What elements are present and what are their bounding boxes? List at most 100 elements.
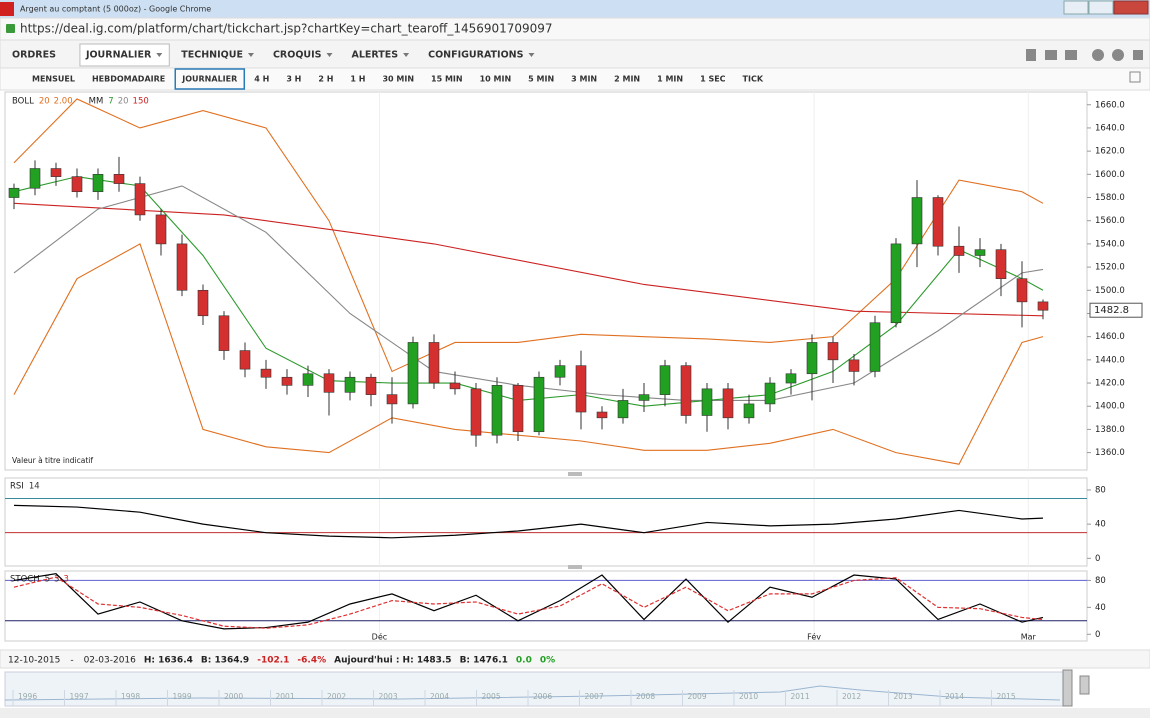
y-tick-label: 1400.0	[1095, 402, 1125, 412]
y-tick-label: 1560.0	[1095, 216, 1125, 226]
y-tick-label: 1600.0	[1095, 170, 1125, 180]
y-tick-label: 80	[1095, 576, 1106, 586]
y-tick-label: 1500.0	[1095, 286, 1125, 296]
menu-bar	[0, 40, 1150, 68]
splitter[interactable]	[568, 472, 582, 476]
legend-param: 2.00	[54, 97, 73, 107]
app-icon	[0, 2, 14, 16]
candle-body	[492, 385, 502, 435]
navigator-year: 2004	[430, 692, 449, 701]
x-tick-label: Déc	[372, 632, 387, 642]
layers-icon[interactable]	[1026, 49, 1036, 61]
y-tick-label: 1520.0	[1095, 263, 1125, 273]
candle-body	[933, 198, 943, 247]
scrollbar[interactable]	[0, 708, 1150, 718]
timeframe[interactable]: 2 H	[318, 75, 333, 84]
navigator-year: 2013	[894, 692, 913, 701]
candle-body	[198, 290, 208, 316]
menu-item[interactable]: JOURNALIER	[85, 50, 152, 61]
navigator-year: 2001	[276, 692, 295, 701]
timeframe[interactable]: JOURNALIER	[181, 75, 237, 84]
candle-body	[870, 323, 880, 372]
y-tick-label: 1420.0	[1095, 379, 1125, 389]
status-item: B: 1476.1	[460, 656, 508, 666]
candle-body	[681, 366, 691, 416]
status-item: H: 1636.4	[144, 656, 193, 666]
navigator-year: 1999	[173, 692, 192, 701]
candle-body	[282, 377, 292, 385]
y-tick-label: 80	[1095, 485, 1106, 495]
candle-body	[471, 389, 481, 435]
timeframe[interactable]: 3 MIN	[571, 75, 597, 84]
candle-body	[555, 366, 565, 378]
candle-body	[513, 385, 523, 431]
candle-body	[219, 316, 229, 351]
candle-body	[303, 374, 313, 386]
note: Valeur à titre indicatif	[12, 456, 93, 465]
candle-body	[912, 198, 922, 244]
candle-body	[93, 174, 103, 191]
status-item: 12-10-2015	[8, 656, 60, 666]
candle-body	[891, 244, 901, 323]
timeframe[interactable]: 10 MIN	[480, 75, 512, 84]
minimize-button[interactable]	[1064, 1, 1088, 14]
timeframe[interactable]: 1 MIN	[657, 75, 683, 84]
status-item: -	[70, 656, 73, 666]
legend-param: 20	[39, 97, 50, 107]
status-item: 0.0	[516, 656, 532, 666]
url[interactable]: https://deal.ig.com/platform/chart/tickc…	[20, 22, 553, 36]
candle-body	[765, 383, 775, 404]
timeframe[interactable]: MENSUEL	[32, 75, 75, 84]
panel-label: STOCH	[10, 575, 40, 585]
y-tick-label: 1660.0	[1095, 100, 1125, 110]
close-chart-icon[interactable]	[1133, 50, 1143, 60]
menu-item[interactable]: TECHNIQUE	[181, 50, 243, 61]
timeframe[interactable]: 1 H	[350, 75, 365, 84]
timeframe[interactable]: 4 H	[254, 75, 269, 84]
menu-item[interactable]: ORDRES	[12, 50, 56, 61]
candle-body	[1017, 279, 1027, 302]
navigator-year: 2006	[533, 692, 552, 701]
timeframe[interactable]: 3 H	[286, 75, 301, 84]
timeframe[interactable]: 15 MIN	[431, 75, 463, 84]
menu-item[interactable]: ALERTES	[351, 50, 398, 61]
candle-body	[177, 244, 187, 290]
navigator-handle[interactable]	[1063, 670, 1072, 706]
splitter[interactable]	[568, 565, 582, 569]
timeframe[interactable]: TICK	[743, 75, 764, 84]
image-icon[interactable]	[1045, 50, 1057, 60]
legend-param: 7	[108, 97, 113, 107]
candle-body	[828, 342, 838, 359]
panel-label: RSI	[10, 482, 24, 492]
lock-icon	[6, 24, 15, 33]
candle-body	[450, 383, 460, 389]
navigator-year: 2007	[585, 692, 604, 701]
menu-item[interactable]: CONFIGURATIONS	[428, 50, 524, 61]
navigator-handle[interactable]	[1080, 676, 1089, 694]
timeframe[interactable]: 30 MIN	[382, 75, 414, 84]
candle-body	[576, 366, 586, 412]
candle-body	[261, 369, 271, 377]
navigator-year: 2015	[997, 692, 1016, 701]
close-button[interactable]	[1114, 1, 1148, 14]
timeframe[interactable]: 1 SEC	[700, 75, 726, 84]
status-item: -102.1	[257, 656, 289, 666]
rsi-panel	[5, 478, 1087, 566]
navigator-year: 2009	[688, 692, 707, 701]
maximize-button[interactable]	[1089, 1, 1113, 14]
help-icon[interactable]	[1112, 49, 1124, 61]
timeframe[interactable]: HEBDOMADAIRE	[92, 75, 165, 84]
candle-body	[954, 246, 964, 255]
status-item: B: 1364.9	[201, 656, 249, 666]
navigator-year: 2005	[482, 692, 501, 701]
candle-body	[786, 374, 796, 383]
status-item: 0%	[540, 656, 555, 666]
y-tick-label: 1380.0	[1095, 425, 1125, 435]
menu-item[interactable]: CROQUIS	[273, 50, 322, 61]
timeframe[interactable]: 5 MIN	[528, 75, 554, 84]
timeframe[interactable]: 2 MIN	[614, 75, 640, 84]
y-tick-label: 1460.0	[1095, 332, 1125, 342]
settings-icon[interactable]	[1092, 49, 1104, 61]
print-icon[interactable]	[1065, 50, 1077, 60]
